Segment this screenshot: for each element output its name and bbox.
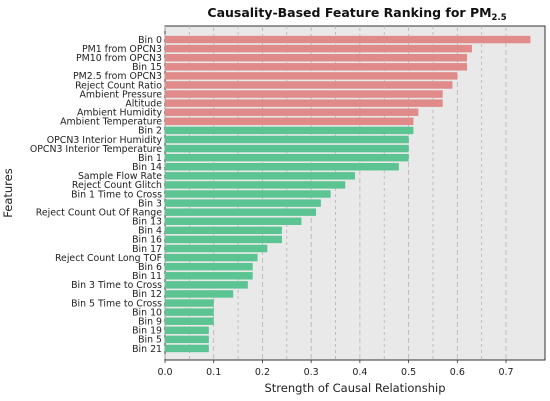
bar-bin-10 — [165, 308, 214, 316]
bar-bin-5 — [165, 335, 209, 344]
bar-reject-count-long-tof — [165, 253, 258, 262]
category-label: Bin 13 — [132, 217, 162, 228]
category-label: Bin 5 — [138, 335, 162, 346]
x-tick-label: 0.6 — [450, 367, 465, 378]
bar-bin-3-time-to-cross — [165, 281, 248, 289]
bar-opcn3-interior-humidity — [165, 135, 409, 144]
bars-group — [165, 35, 531, 353]
x-tick-label: 0.4 — [352, 367, 367, 378]
category-label: Bin 12 — [132, 289, 162, 300]
y-axis-label: Features — [1, 168, 15, 217]
bar-altitude — [165, 99, 443, 107]
bar-ambient-pressure — [165, 90, 443, 98]
bar-bin-6 — [165, 262, 253, 271]
x-tick-label: 0.1 — [206, 367, 221, 378]
category-label: OPCN3 Interior Humidity — [47, 135, 163, 146]
category-label: Bin 4 — [138, 226, 162, 237]
category-label: Bin 17 — [132, 244, 162, 255]
bar-bin-17 — [165, 244, 268, 253]
category-label: Sample Flow Rate — [78, 171, 162, 182]
bar-bin-13 — [165, 217, 302, 225]
category-label: Bin 21 — [132, 344, 162, 355]
bar-bin-16 — [165, 235, 282, 244]
category-label: Bin 19 — [132, 326, 162, 337]
bar-pm2-5-from-opcn3 — [165, 72, 458, 80]
bar-bin-19 — [165, 326, 209, 335]
bar-bin-3 — [165, 199, 321, 207]
category-label: Bin 14 — [132, 162, 162, 173]
category-label: Bin 11 — [132, 271, 162, 282]
bar-opcn3-interior-temperature — [165, 144, 409, 153]
x-tick-labels: 0.0 0.1 0.2 0.3 0.4 0.5 0.6 0.7 — [157, 360, 514, 378]
x-tick-label: 0.3 — [304, 367, 319, 378]
category-label: Reject Count Glitch — [72, 180, 162, 191]
category-label: PM2.5 from OPCN3 — [73, 71, 162, 82]
bar-bin-5-time-to-cross — [165, 299, 214, 307]
category-label: Bin 3 — [138, 198, 162, 209]
bar-bin-4 — [165, 226, 282, 235]
bar-reject-count-ratio — [165, 81, 453, 89]
category-label: Ambient Humidity — [77, 108, 162, 119]
category-label: Bin 1 — [138, 153, 162, 164]
bar-bin-11 — [165, 272, 253, 280]
category-label: Bin 0 — [138, 35, 162, 46]
category-label: Reject Count Out Of Range — [36, 207, 162, 218]
category-label: Bin 9 — [138, 317, 162, 328]
x-axis-label: Strength of Causal Relationship — [265, 381, 446, 395]
bar-bin-1 — [165, 153, 409, 162]
category-label: PM1 from OPCN3 — [82, 44, 162, 55]
bar-bin-14 — [165, 163, 399, 171]
category-label: Bin 2 — [138, 126, 162, 137]
x-tick-label: 0.0 — [157, 367, 172, 378]
bar-bin-0 — [165, 35, 531, 44]
x-tick-label: 0.2 — [255, 367, 270, 378]
category-label: Bin 3 Time to Cross — [71, 280, 162, 291]
category-label: Bin 6 — [138, 262, 162, 273]
bar-bin-1-time-to-cross — [165, 190, 331, 198]
bar-reject-count-glitch — [165, 181, 346, 189]
bar-reject-count-out-of-range — [165, 208, 317, 216]
bar-bin-9 — [165, 317, 214, 325]
bar-bin-21 — [165, 344, 209, 353]
category-label: Bin 5 Time to Cross — [71, 298, 162, 309]
bar-pm10-from-opcn3 — [165, 53, 468, 62]
bar-sample-flow-rate — [165, 172, 355, 180]
x-tick-label: 0.7 — [498, 367, 513, 378]
bar-ambient-humidity — [165, 108, 419, 116]
category-label: Altitude — [125, 98, 162, 109]
category-label: Bin 15 — [132, 62, 162, 73]
category-label: Reject Count Long TOF — [55, 253, 162, 264]
bar-bin-12 — [165, 290, 234, 298]
category-label: PM10 from OPCN3 — [76, 53, 162, 64]
bar-ambient-temperature — [165, 117, 414, 126]
category-label: Ambient Temperature — [60, 117, 162, 128]
category-label: Reject Count Ratio — [75, 80, 162, 91]
category-label: Bin 10 — [132, 307, 162, 318]
bar-bin-15 — [165, 63, 468, 71]
category-label: Bin 1 Time to Cross — [71, 189, 162, 200]
chart-title-subscript: 2.5 — [492, 13, 507, 23]
category-label: OPCN3 Interior Temperature — [30, 144, 162, 155]
category-label: Bin 16 — [132, 235, 162, 246]
bar-bin-2 — [165, 126, 414, 135]
category-label: Ambient Pressure — [80, 89, 163, 100]
bar-pm1-from-opcn3 — [165, 44, 472, 53]
chart-title-main: Causality-Based Feature Ranking for PM — [207, 5, 491, 20]
x-tick-label: 0.5 — [401, 367, 416, 378]
chart-title: Causality-Based Feature Ranking for PM2.… — [207, 5, 506, 23]
